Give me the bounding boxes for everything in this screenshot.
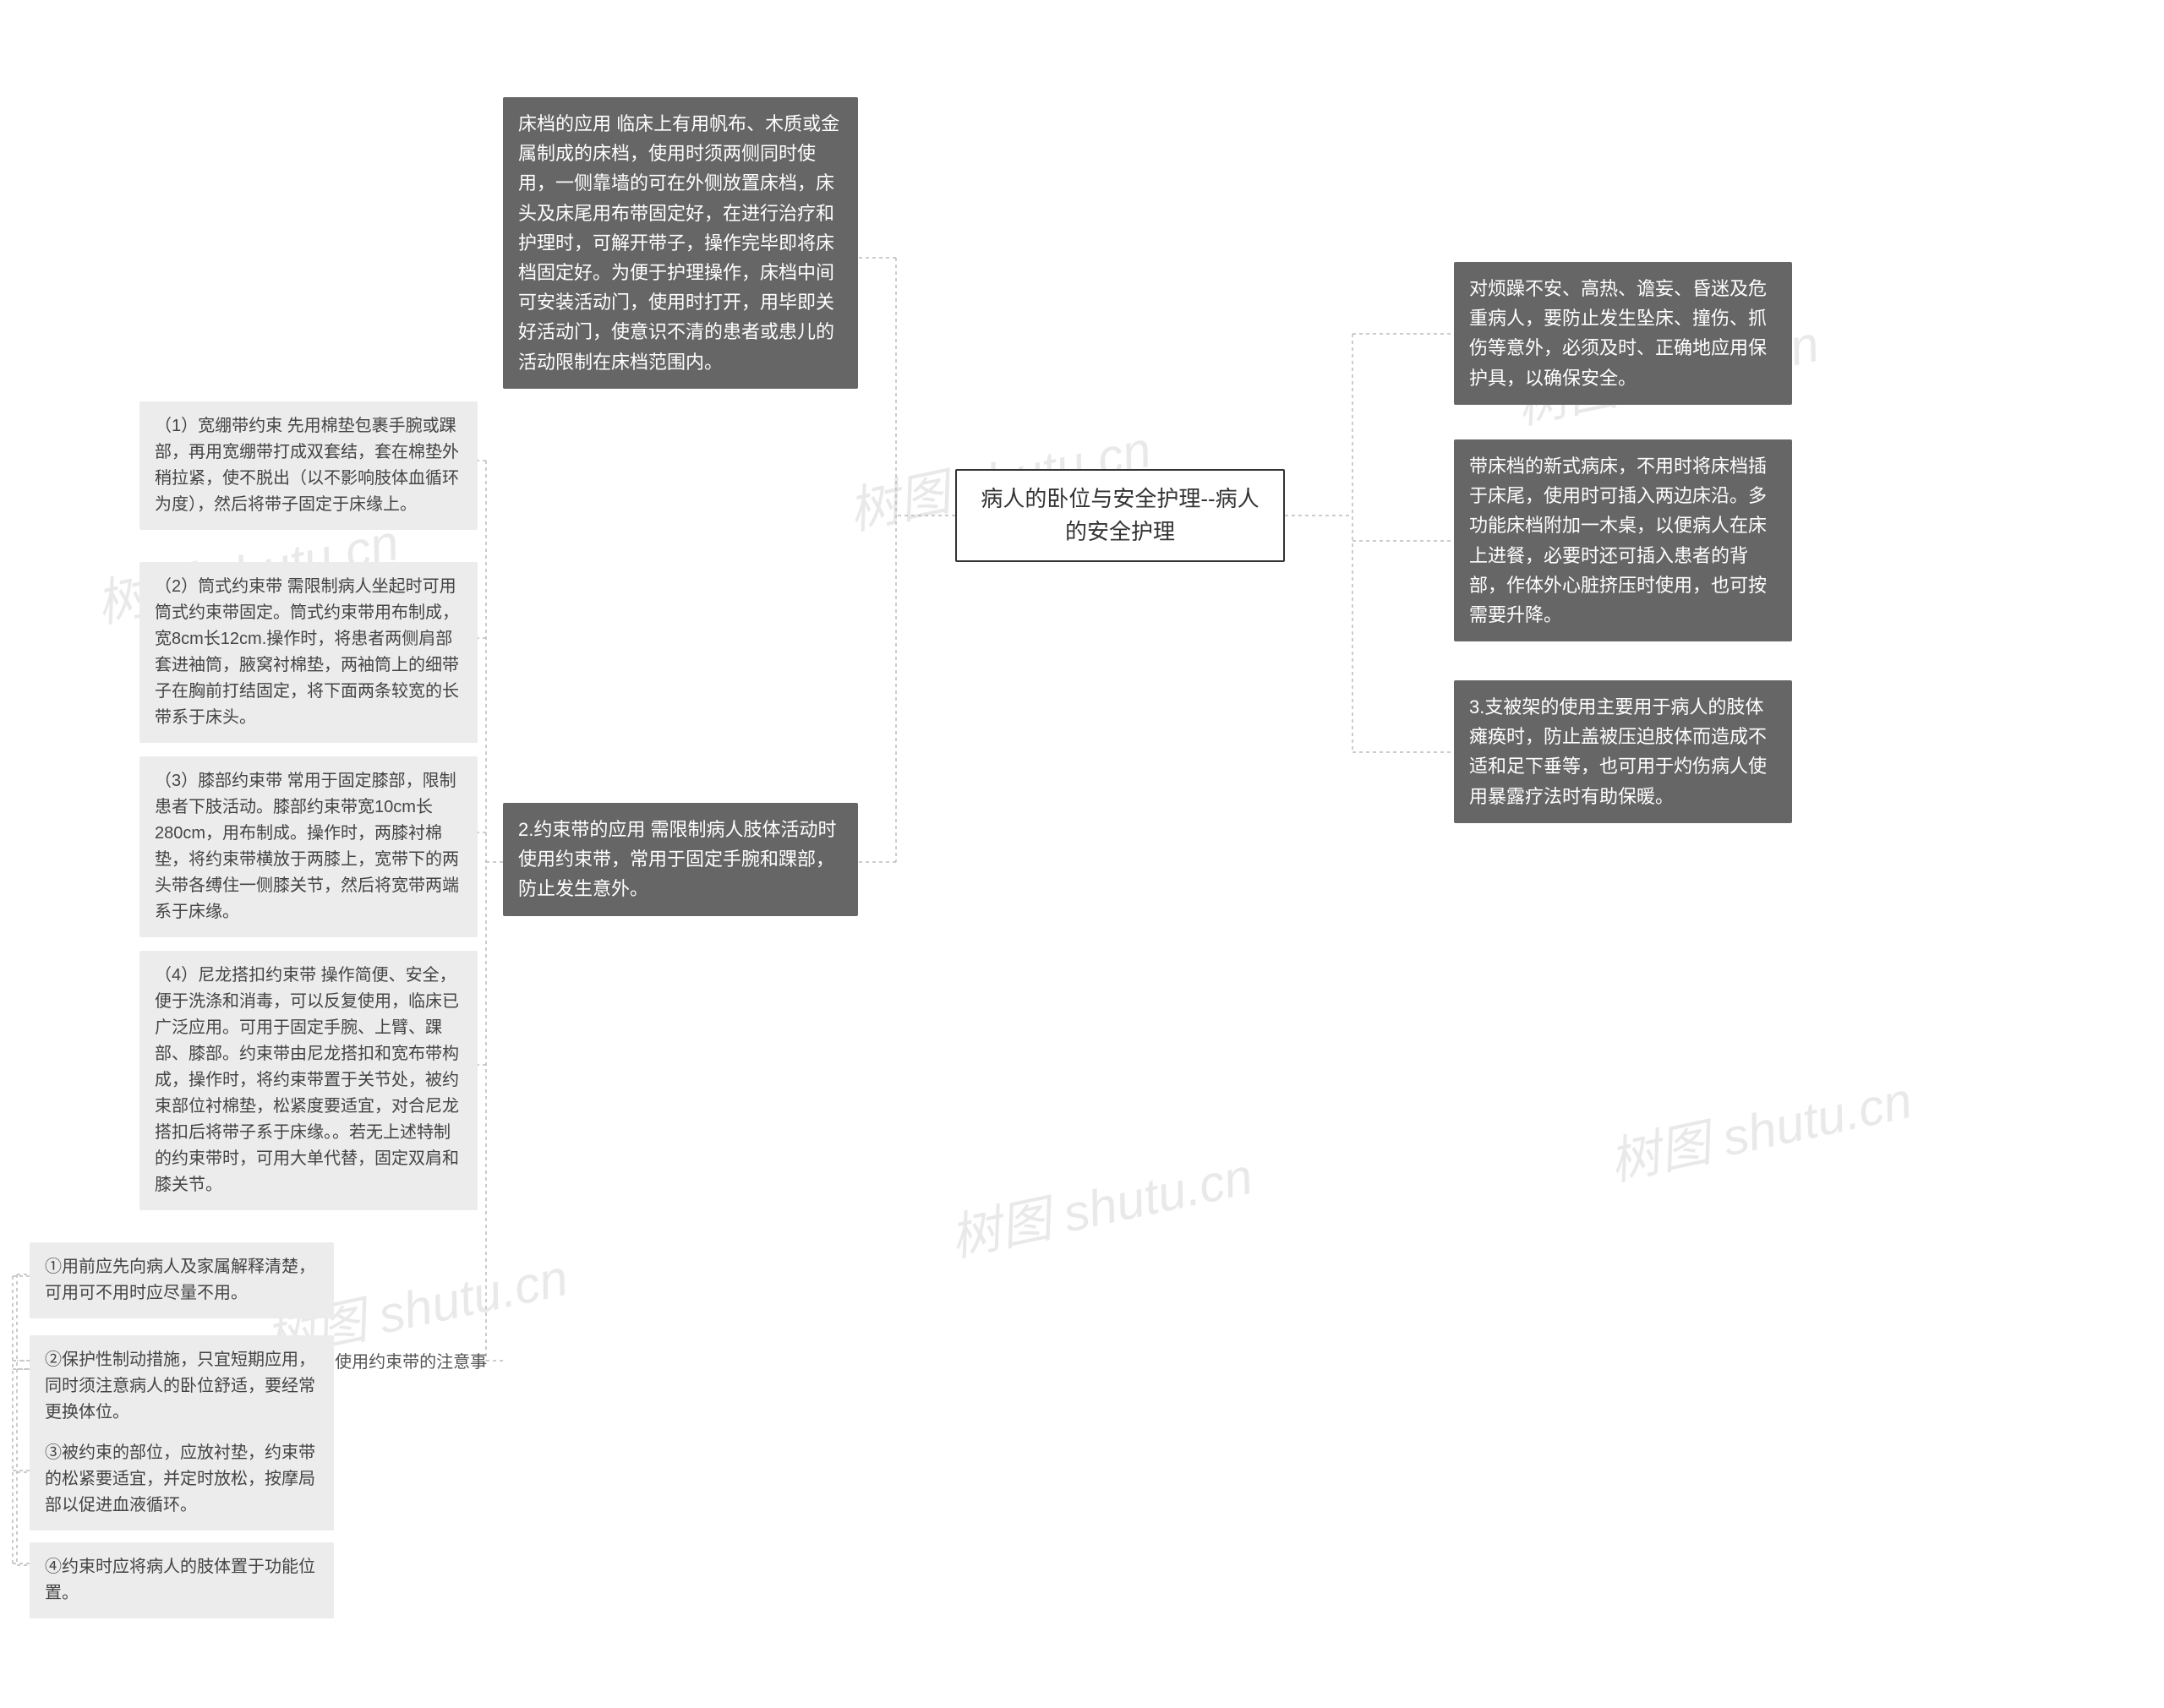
- node-c3: （3）膝部约束带 常用于固定膝部，限制患者下肢活动。膝部约束带宽10cm长280…: [139, 756, 478, 937]
- node-text: （3）膝部约束带 常用于固定膝部，限制患者下肢活动。膝部约束带宽10cm长280…: [155, 772, 459, 921]
- node-text: 对烦躁不安、高热、谵妄、昏迷及危重病人，要防止发生坠床、撞伤、抓伤等意外，必须及…: [1469, 278, 1767, 389]
- node-text: 带床档的新式病床，不用时将床档插于床尾，使用时可插入两边床沿。多功能床档附加一木…: [1469, 456, 1767, 625]
- node-text: ③被约束的部位，应放衬垫，约束带的松紧要适宜，并定时放松，按摩局部以促进血液循环…: [45, 1443, 315, 1514]
- node-n1: ①用前应先向病人及家属解释清楚，可用可不用时应尽量不用。: [30, 1242, 334, 1318]
- node-r2: 带床档的新式病床，不用时将床档插于床尾，使用时可插入两边床沿。多功能床档附加一木…: [1454, 439, 1792, 641]
- node-r1: 对烦躁不安、高热、谵妄、昏迷及危重病人，要防止发生坠床、撞伤、抓伤等意外，必须及…: [1454, 262, 1792, 405]
- node-n4: ④约束时应将病人的肢体置于功能位置。: [30, 1542, 334, 1618]
- node-l1: 床档的应用 临床上有用帆布、木质或金属制成的床档，使用时须两侧同时使用，一侧靠墙…: [503, 97, 858, 389]
- node-text: 床档的应用 临床上有用帆布、木质或金属制成的床档，使用时须两侧同时使用，一侧靠墙…: [518, 113, 839, 373]
- watermark: 树图 shutu.cn: [1602, 1059, 1918, 1195]
- node-c2: （2）筒式约束带 需限制病人坐起时可用筒式约束带固定。筒式约束带用布制成，宽8c…: [139, 562, 478, 743]
- node-text: ①用前应先向病人及家属解释清楚，可用可不用时应尽量不用。: [45, 1258, 315, 1302]
- node-c4: （4）尼龙搭扣约束带 操作简便、安全，便于洗涤和消毒，可以反复使用，临床已广泛应…: [139, 951, 478, 1210]
- node-n2: ②保护性制动措施，只宜短期应用，同时须注意病人的卧位舒适，要经常更换体位。: [30, 1335, 334, 1438]
- node-text: （1）宽绷带约束 先用棉垫包裹手腕或踝部，再用宽绷带打成双套结，套在棉垫外稍拉紧…: [155, 417, 459, 514]
- node-text: ②保护性制动措施，只宜短期应用，同时须注意病人的卧位舒适，要经常更换体位。: [45, 1351, 315, 1422]
- node-text: （4）尼龙搭扣约束带 操作简便、安全，便于洗涤和消毒，可以反复使用，临床已广泛应…: [155, 966, 459, 1194]
- node-r3: 3.支被架的使用主要用于病人的肢体瘫痪时，防止盖被压迫肢体而造成不适和足下垂等，…: [1454, 680, 1792, 823]
- node-l2: 2.约束带的应用 需限制病人肢体活动时使用约束带，常用于固定手腕和踝部，防止发生…: [503, 803, 858, 916]
- root-text: 病人的卧位与安全护理--病人的安全护理: [981, 486, 1259, 544]
- node-text: （2）筒式约束带 需限制病人坐起时可用筒式约束带固定。筒式约束带用布制成，宽8c…: [155, 577, 459, 727]
- node-text: 3.支被架的使用主要用于病人的肢体瘫痪时，防止盖被压迫肢体而造成不适和足下垂等，…: [1469, 696, 1767, 807]
- node-n3: ③被约束的部位，应放衬垫，约束带的松紧要适宜，并定时放松，按摩局部以促进血液循环…: [30, 1428, 334, 1531]
- watermark: 树图 shutu.cn: [943, 1135, 1259, 1271]
- root-node: 病人的卧位与安全护理--病人的安全护理: [955, 469, 1285, 562]
- node-c1: （1）宽绷带约束 先用棉垫包裹手腕或踝部，再用宽绷带打成双套结，套在棉垫外稍拉紧…: [139, 401, 478, 530]
- node-text: 2.约束带的应用 需限制病人肢体活动时使用约束带，常用于固定手腕和踝部，防止发生…: [518, 819, 836, 899]
- node-text: ④约束时应将病人的肢体置于功能位置。: [45, 1558, 315, 1602]
